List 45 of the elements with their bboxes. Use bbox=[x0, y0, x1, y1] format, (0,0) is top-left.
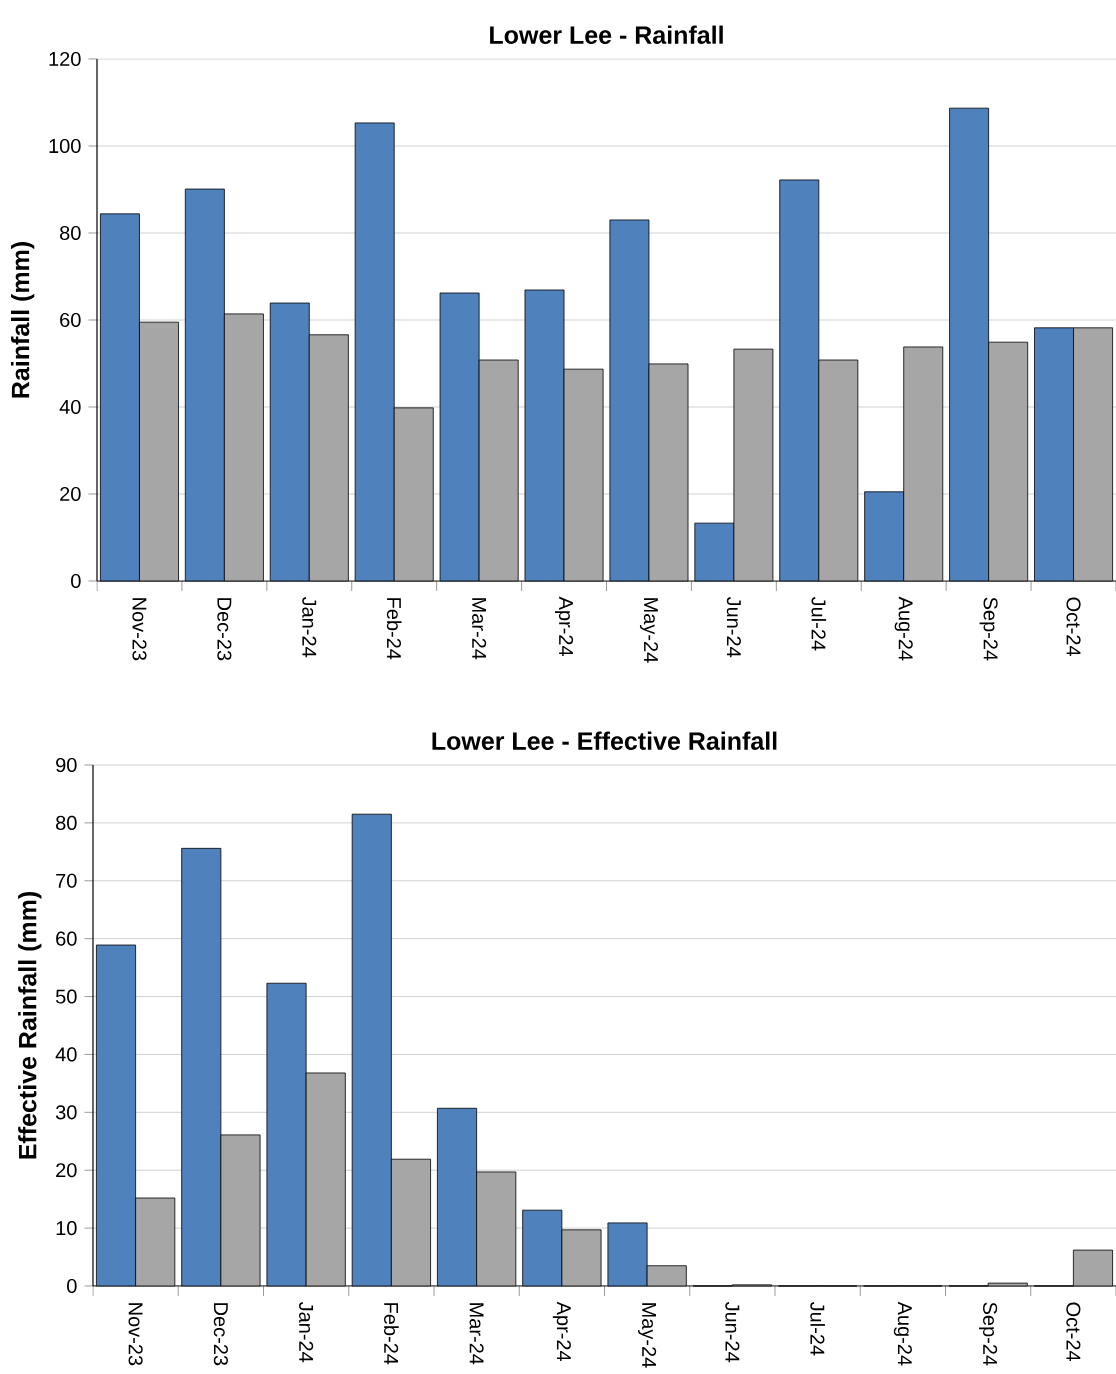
x-tick-label: Dec-23 bbox=[217, 598, 232, 661]
x-tick-label: Oct-24 bbox=[1066, 597, 1081, 657]
y-tick-label: 20 bbox=[60, 486, 81, 502]
y-tick-label: 20 bbox=[56, 1163, 77, 1178]
x-tick-label: Nov-23 bbox=[128, 1303, 143, 1366]
x-tick-label: Jun-24 bbox=[726, 596, 741, 658]
x-tick-label: Feb-24 bbox=[386, 598, 402, 660]
y-tick-label: 120 bbox=[49, 51, 81, 67]
chart-title: Lower Lee - Rainfall bbox=[490, 25, 723, 44]
y-tick-label: 40 bbox=[59, 399, 81, 415]
y-tick-label: 100 bbox=[49, 138, 81, 154]
y-tick-label: 90 bbox=[56, 757, 77, 773]
x-tick-label: Mar-24 bbox=[469, 1303, 484, 1365]
y-axis-title: Rainfall (mm) bbox=[10, 242, 35, 398]
x-tick-label: Sep-24 bbox=[979, 597, 998, 661]
x-tick-label: Jan-24 bbox=[302, 596, 317, 658]
chart-title: Lower Lee - Effective Rainfall bbox=[432, 731, 777, 750]
y-tick-label: 60 bbox=[56, 931, 77, 946]
x-tick-label: Apr-24 bbox=[552, 1301, 571, 1362]
x-tick-label: May-24 bbox=[638, 1303, 657, 1368]
y-tick-label: 60 bbox=[60, 312, 81, 328]
x-tick-label: Jan-24 bbox=[299, 1301, 314, 1363]
x-tick-label: Nov-23 bbox=[132, 598, 147, 661]
x-tick-label: Feb-24 bbox=[384, 1303, 399, 1365]
x-tick-label: Sep-24 bbox=[979, 1302, 998, 1366]
x-tick-label: Apr-24 bbox=[554, 596, 574, 657]
y-tick-label: 30 bbox=[55, 1105, 77, 1120]
x-tick-label: Aug-24 bbox=[893, 1301, 912, 1366]
y-tick-label: 80 bbox=[60, 225, 81, 241]
x-tick-label: Jul-24 bbox=[810, 1301, 825, 1356]
x-tick-label: Oct-24 bbox=[1066, 1302, 1081, 1362]
x-tick-label: Dec-23 bbox=[213, 1303, 228, 1366]
x-tick-label: Jul-24 bbox=[811, 596, 827, 651]
y-tick-label: 50 bbox=[55, 989, 77, 1004]
x-tick-label: Mar-24 bbox=[472, 598, 487, 660]
x-tick-label: May-24 bbox=[639, 598, 659, 663]
x-tick-label: Aug-24 bbox=[894, 596, 913, 661]
y-tick-label: 70 bbox=[56, 873, 77, 888]
y-tick-label: 0 bbox=[71, 573, 81, 589]
y-axis-title: Effective Rainfall (mm) bbox=[18, 892, 42, 1159]
y-tick-label: 80 bbox=[56, 815, 77, 830]
x-tick-label: Jun-24 bbox=[725, 1301, 740, 1363]
y-tick-label: 40 bbox=[55, 1047, 77, 1062]
y-tick-label: 0 bbox=[67, 1278, 77, 1294]
y-tick-label: 10 bbox=[56, 1221, 77, 1236]
